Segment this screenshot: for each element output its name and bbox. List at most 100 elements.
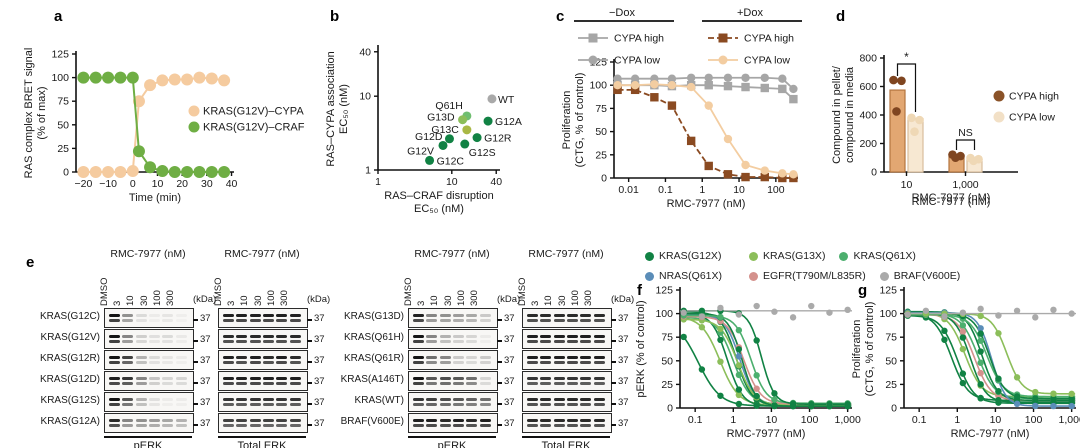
legend-label: KRAS(Q61X) bbox=[853, 250, 916, 262]
svg-text:RAS complex BRET signal: RAS complex BRET signal bbox=[23, 48, 35, 179]
svg-text:20: 20 bbox=[176, 178, 188, 190]
panel-c: 0.01 0.1 1 10 100 0 25 50 75 100 125 RMC-7977 (nM) P… bbox=[550, 0, 826, 240]
blot-lane-label: 30 bbox=[138, 295, 150, 306]
svg-text:−20: −20 bbox=[75, 178, 93, 190]
blot-lane-label: 100 bbox=[151, 290, 163, 306]
blot-band bbox=[553, 402, 565, 406]
svg-text:10: 10 bbox=[152, 178, 164, 190]
kda-37-label: 37 bbox=[504, 334, 515, 345]
blot-box bbox=[104, 413, 194, 433]
blot-band bbox=[109, 418, 120, 422]
blot-band bbox=[439, 318, 451, 322]
panel-label-c: c bbox=[556, 8, 565, 25]
blot-band bbox=[540, 355, 552, 359]
kda-tick bbox=[307, 403, 312, 405]
kda-37-label: 37 bbox=[314, 418, 325, 429]
blot-band bbox=[148, 423, 160, 427]
blot-band bbox=[122, 402, 134, 406]
blot-band bbox=[466, 418, 478, 422]
blot-band bbox=[176, 319, 187, 322]
blot-band bbox=[527, 418, 538, 422]
blot-band bbox=[527, 339, 538, 343]
blot-band bbox=[109, 397, 120, 401]
blot-lane-label: 100 bbox=[265, 290, 277, 306]
panel-d: 0 200 400 600 800 RMC-7977 (nM) Compound in pe… bbox=[822, 0, 1080, 240]
kda-tick bbox=[611, 340, 616, 342]
svg-text:100: 100 bbox=[589, 80, 607, 92]
kda-37-label: 37 bbox=[504, 397, 515, 408]
svg-text:EC₅₀ (nM): EC₅₀ (nM) bbox=[338, 84, 350, 134]
svg-text:EC₅₀ (nM): EC₅₀ (nM) bbox=[414, 203, 464, 215]
blot-dose-header: RMC-7977 (nM) bbox=[224, 248, 300, 260]
blot-band bbox=[135, 360, 147, 364]
kda-37-label: 37 bbox=[618, 397, 629, 408]
kda-tick bbox=[307, 361, 312, 363]
blot-band bbox=[249, 339, 261, 343]
blot-band bbox=[249, 318, 261, 322]
blot-band bbox=[593, 418, 605, 422]
blot-band bbox=[175, 313, 187, 317]
blot-band bbox=[540, 402, 552, 406]
svg-text:0: 0 bbox=[63, 167, 69, 179]
svg-text:50: 50 bbox=[595, 126, 607, 138]
curve-points bbox=[680, 302, 851, 410]
kda-37-label: 37 bbox=[314, 397, 325, 408]
blot-band bbox=[426, 318, 438, 322]
blot-band bbox=[109, 318, 120, 322]
blot-band bbox=[566, 376, 578, 380]
blot-block-label: pERK bbox=[133, 440, 163, 448]
blot-row-label: KRAS(G13D) bbox=[343, 311, 404, 322]
blot-row-label: KRAS(G12D) bbox=[39, 374, 100, 385]
blot-band bbox=[426, 360, 438, 364]
svg-text:50: 50 bbox=[885, 355, 897, 367]
legend: CYPA high CYPA low bbox=[993, 90, 1059, 124]
blot-band bbox=[452, 381, 464, 385]
ctg-doseresponse-chart: 0.1 1 10 100 1,000 0 25 50 75 100 125 RMC-7977 (nM)… bbox=[851, 285, 1080, 441]
kda-tick bbox=[193, 382, 198, 384]
blot-band bbox=[553, 376, 565, 380]
blot-box bbox=[104, 308, 194, 328]
kda-37-label: 37 bbox=[314, 376, 325, 387]
blot-band bbox=[452, 402, 464, 406]
blot-band bbox=[122, 339, 134, 343]
blot-band bbox=[479, 360, 491, 364]
blot-band bbox=[479, 423, 491, 427]
svg-text:CYPA low: CYPA low bbox=[1009, 112, 1055, 124]
blot-lane-label: DMSO bbox=[402, 277, 414, 307]
blot-band bbox=[289, 397, 301, 401]
blot-lane-label: 300 bbox=[279, 290, 291, 306]
blot-band bbox=[262, 397, 274, 401]
blot-band bbox=[479, 376, 491, 380]
blot-band bbox=[135, 318, 147, 322]
significance: * NS bbox=[896, 50, 976, 150]
blot-band bbox=[148, 402, 160, 406]
blot-lane-label: DMSO bbox=[516, 277, 528, 307]
blot-band bbox=[249, 381, 261, 385]
blot-band bbox=[276, 334, 288, 338]
svg-text:pERK (% of control): pERK (% of control) bbox=[635, 300, 647, 397]
blot-band bbox=[122, 318, 134, 322]
svg-text:75: 75 bbox=[885, 332, 897, 344]
blot-band bbox=[276, 381, 288, 385]
blot-box bbox=[104, 350, 194, 370]
blot-band bbox=[593, 423, 605, 427]
kda-37-label: 37 bbox=[314, 334, 325, 345]
blot-row-label: KRAS(WT) bbox=[354, 395, 404, 406]
blot-band bbox=[527, 334, 538, 338]
blot-band bbox=[439, 376, 451, 380]
kda-37-label: 37 bbox=[314, 313, 325, 324]
blot-band bbox=[593, 318, 605, 322]
blot-band bbox=[135, 376, 147, 380]
blot-band bbox=[426, 355, 438, 359]
blot-band bbox=[162, 334, 174, 338]
blot-lane-label: 3 bbox=[226, 300, 237, 306]
blot-band bbox=[249, 360, 261, 364]
blot-band bbox=[122, 423, 134, 427]
blot-band bbox=[236, 360, 248, 364]
axes: 0.1 1 10 100 1,000 0 25 50 75 100 125 RMC-7977 (nM)… bbox=[851, 285, 1080, 441]
series bbox=[613, 80, 798, 179]
blot-band bbox=[109, 334, 120, 338]
series bbox=[77, 71, 231, 178]
blot-lane-label: 300 bbox=[469, 290, 481, 306]
kda-37-label: 37 bbox=[200, 397, 211, 408]
